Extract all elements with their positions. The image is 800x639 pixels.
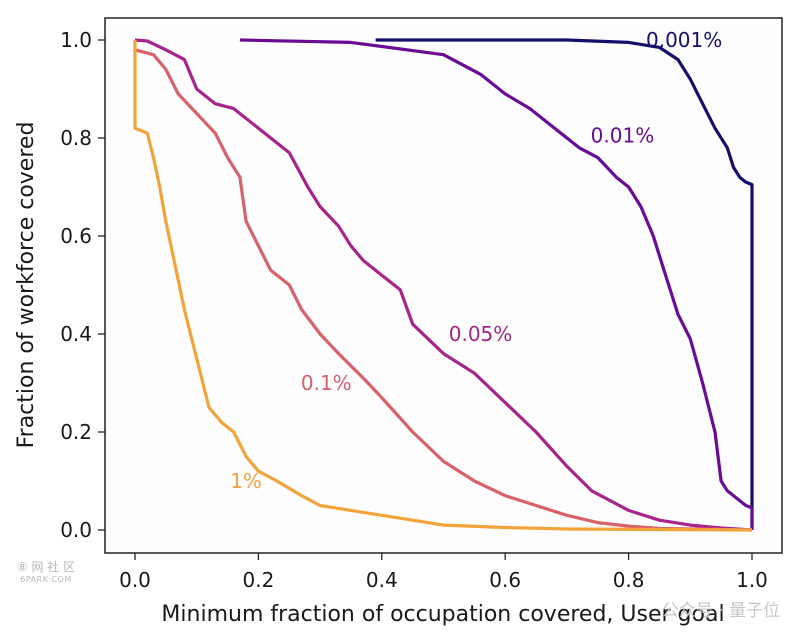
x-axis: 0.0 0.2 0.4 0.6 0.8 1.0 [119,553,768,592]
y-tick-label: 0.8 [60,126,92,150]
y-tick-label: 0.6 [60,224,92,248]
x-axis-title: Minimum fraction of occupation covered, … [161,602,724,627]
series-line-0-1pct [134,48,753,532]
x-tick-label: 0.0 [119,568,151,592]
series-label-0-001pct: 0.001% [646,28,722,52]
series-layer [133,38,754,532]
series-line-0-01pct [239,38,754,530]
series-label-1pct: 1% [230,469,262,493]
x-tick-label: 1.0 [736,568,768,592]
series-line-0-001pct [375,38,754,530]
y-tick-label: 0.0 [60,518,92,542]
series-line-1pct [133,40,753,532]
x-tick-label: 0.4 [366,568,398,592]
watermark-right: 公众号 · 量子位 [661,601,780,621]
y-tick-label: 0.4 [60,322,92,346]
y-axis-title: Fraction of workforce covered [14,122,39,449]
series-label-0-01pct: 0.01% [591,124,655,148]
x-tick-label: 0.6 [489,568,521,592]
x-tick-label: 0.2 [242,568,274,592]
series-label-0-05pct: 0.05% [449,322,513,346]
watermark-left-top: ⑧ 网 社 区 [16,560,76,574]
y-axis: 0.0 0.2 0.4 0.6 0.8 1.0 [60,28,105,542]
series-line-0-05pct [134,38,753,532]
x-tick-label: 0.8 [613,568,645,592]
y-tick-label: 1.0 [60,28,92,52]
series-label-0-1pct: 0.1% [301,371,352,395]
y-tick-label: 0.2 [60,420,92,444]
series-label-layer: 0.001% 0.01% 0.05% 0.1% 1% [230,28,722,493]
watermark-left: ⑧ 网 社 区 6PARK·COM [6,558,86,584]
watermark-left-bottom: 6PARK·COM [20,575,72,584]
